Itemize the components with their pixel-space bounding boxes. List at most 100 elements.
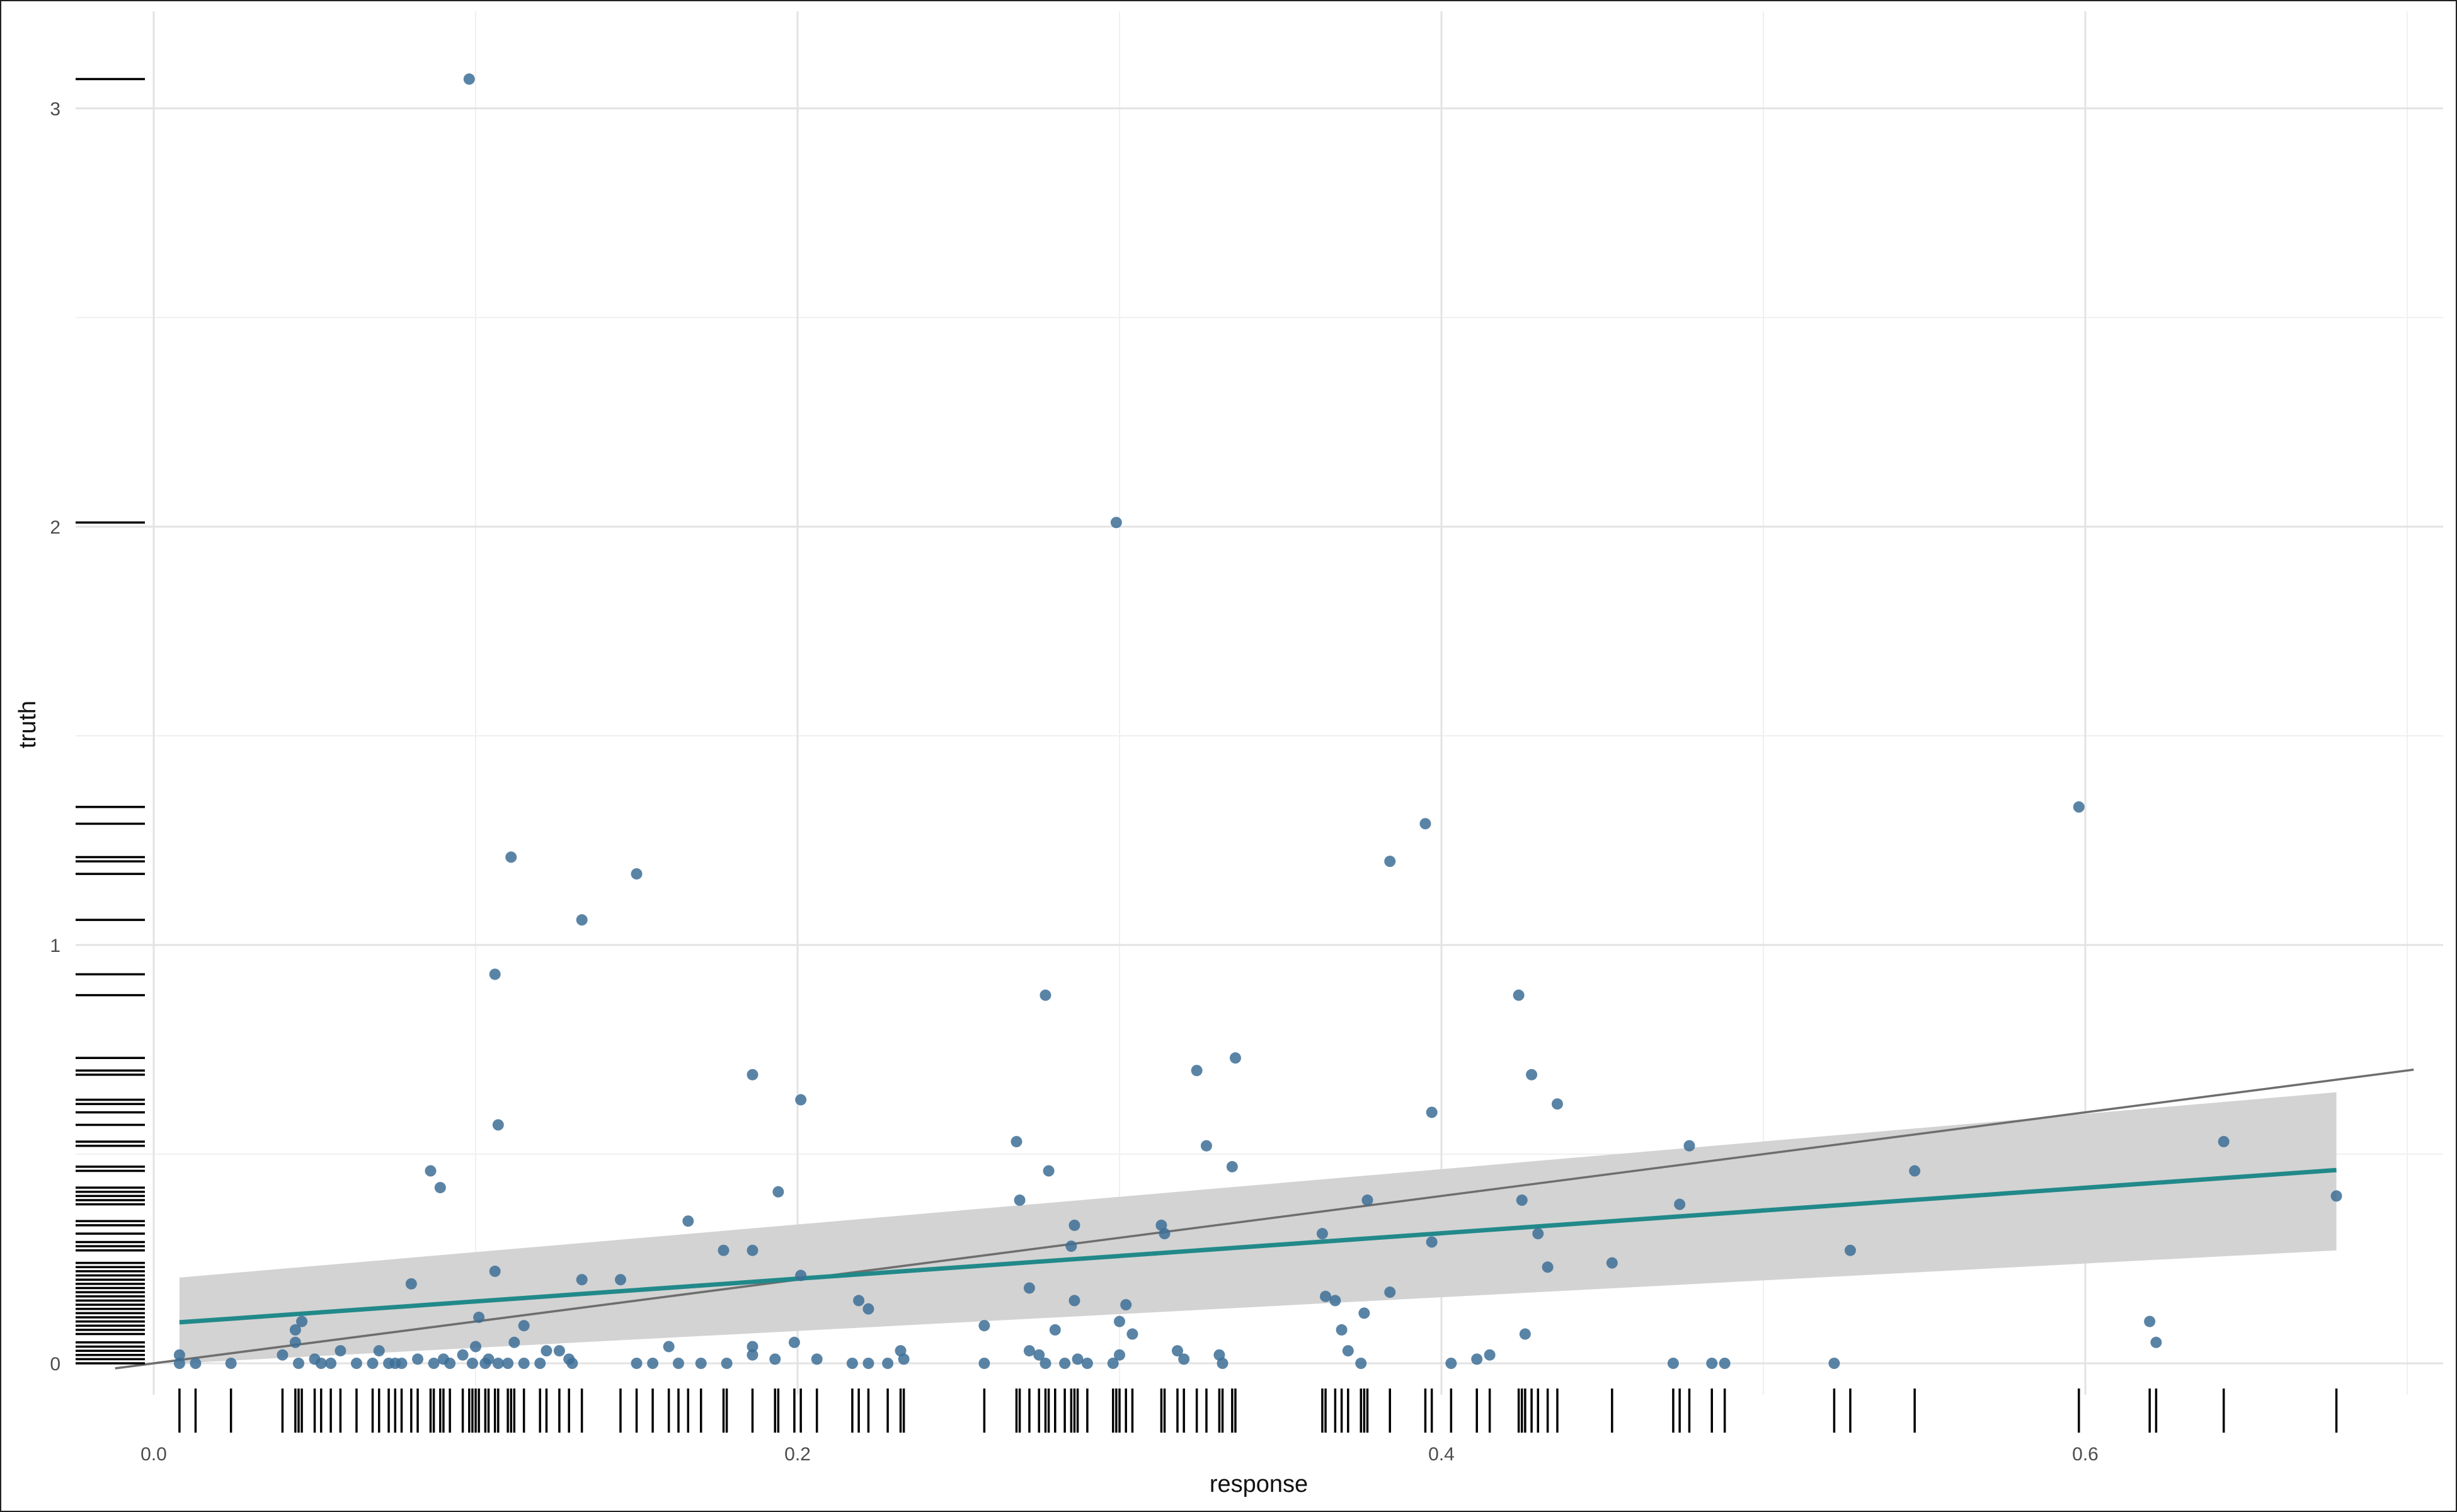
data-point: [862, 1358, 874, 1369]
data-point: [1217, 1358, 1228, 1369]
x-axis-title: response: [1210, 1471, 1308, 1498]
data-point: [502, 1358, 514, 1369]
reference-line: [115, 1068, 2414, 1370]
data-point: [1606, 1257, 1618, 1269]
data-point: [853, 1295, 865, 1307]
data-point: [173, 1349, 185, 1361]
data-point: [1426, 1236, 1438, 1248]
data-point: [553, 1345, 565, 1357]
data-point: [1040, 989, 1051, 1001]
data-point: [1159, 1228, 1171, 1240]
data-point: [1171, 1345, 1183, 1357]
data-point: [1516, 1194, 1528, 1206]
y-axis-title: truth: [14, 701, 41, 748]
data-point: [1513, 989, 1525, 1001]
fit-line-layer: [179, 1167, 2337, 1325]
x-tick-label: 0.4: [1428, 1444, 1455, 1465]
data-point: [862, 1303, 874, 1315]
data-point: [470, 1341, 481, 1353]
data-point: [1068, 1219, 1080, 1231]
data-point: [1909, 1165, 1921, 1177]
data-point: [1471, 1353, 1483, 1365]
data-point: [672, 1358, 684, 1369]
data-point: [1844, 1244, 1856, 1256]
data-point: [1706, 1358, 1718, 1369]
data-point: [1014, 1194, 1026, 1206]
x-rug: [178, 1389, 2338, 1433]
data-point: [747, 1068, 759, 1080]
data-point: [1384, 1286, 1396, 1298]
data-point: [2218, 1136, 2230, 1148]
data-point: [1226, 1160, 1238, 1172]
data-point: [315, 1358, 327, 1369]
data-point: [1110, 517, 1122, 529]
data-point: [1361, 1194, 1373, 1206]
data-point: [747, 1244, 759, 1256]
data-point: [1229, 1052, 1241, 1064]
x-tick-labels: 0.0 0.2 0.4 0.6: [140, 1444, 2099, 1465]
data-point: [1336, 1324, 1348, 1336]
data-point: [457, 1349, 469, 1361]
data-point: [747, 1349, 759, 1361]
data-point: [795, 1094, 807, 1106]
data-point: [747, 1341, 759, 1353]
data-point: [405, 1278, 417, 1290]
data-point: [367, 1358, 379, 1369]
data-point: [292, 1358, 304, 1369]
data-point: [1120, 1299, 1132, 1311]
data-point: [296, 1315, 308, 1327]
x-tick-label: 0.0: [140, 1444, 167, 1465]
data-point: [479, 1358, 491, 1369]
data-point: [1200, 1140, 1212, 1152]
data-point: [682, 1215, 694, 1227]
data-point: [1049, 1324, 1061, 1336]
data-point: [846, 1358, 858, 1369]
data-point: [434, 1182, 446, 1194]
x-tick-label: 0.2: [784, 1444, 811, 1465]
data-point: [1043, 1165, 1055, 1177]
data-point: [1828, 1358, 1840, 1369]
data-point: [508, 1336, 520, 1348]
data-point: [769, 1353, 781, 1365]
data-point: [373, 1345, 385, 1357]
data-point: [721, 1358, 733, 1369]
data-point: [444, 1358, 456, 1369]
fit-line: [179, 1167, 2337, 1325]
data-point: [1065, 1240, 1077, 1252]
data-point: [978, 1320, 990, 1332]
data-point: [1484, 1349, 1496, 1361]
data-points: [173, 73, 2342, 1369]
data-point: [631, 868, 643, 880]
data-point: [412, 1353, 424, 1365]
data-point: [541, 1345, 553, 1357]
data-point: [1674, 1198, 1686, 1210]
data-point: [2073, 801, 2085, 813]
data-point: [1342, 1345, 1354, 1357]
data-point: [1358, 1307, 1370, 1319]
y-tick-labels: 0 1 2 3: [50, 99, 60, 1375]
data-point: [1355, 1358, 1367, 1369]
data-point: [473, 1311, 485, 1323]
data-point: [492, 1358, 504, 1369]
data-point: [1072, 1353, 1084, 1365]
data-point: [1551, 1098, 1563, 1110]
data-point: [505, 851, 517, 863]
data-point: [1667, 1358, 1679, 1369]
data-point: [2144, 1315, 2156, 1327]
data-point: [225, 1358, 237, 1369]
data-point: [463, 73, 475, 85]
data-point: [489, 1265, 501, 1277]
data-point: [1526, 1068, 1538, 1080]
data-point: [978, 1358, 990, 1369]
data-point: [898, 1353, 910, 1365]
data-point: [631, 1358, 643, 1369]
data-point: [718, 1244, 730, 1256]
y-tick-label: 2: [50, 517, 60, 538]
data-point: [647, 1358, 659, 1369]
data-point: [289, 1324, 301, 1336]
data-point: [1023, 1282, 1035, 1294]
y-tick-label: 1: [50, 936, 60, 956]
data-point: [1542, 1261, 1554, 1273]
data-point: [1011, 1136, 1022, 1148]
